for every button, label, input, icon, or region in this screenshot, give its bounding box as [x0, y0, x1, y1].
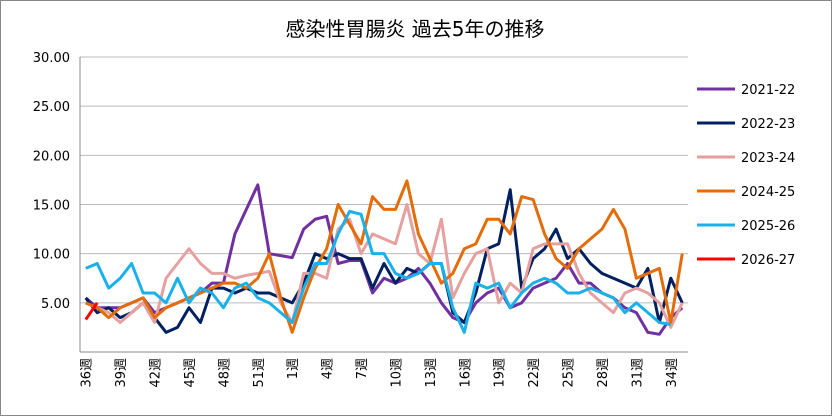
x-tick-label: 45週	[183, 358, 198, 388]
x-tick-label: 51週	[252, 358, 267, 388]
x-tick-label: 22週	[527, 358, 542, 388]
x-tick-label: 36週	[80, 358, 95, 388]
legend-label: 2025-26	[741, 219, 795, 234]
legend-label: 2021-22	[741, 83, 795, 98]
legend-label: 2026-27	[741, 253, 795, 268]
series-line	[85, 209, 672, 334]
chart-title: 感染性胃腸炎 過去5年の推移	[285, 17, 544, 41]
legend-label: 2024-25	[741, 185, 795, 200]
y-tick-label: 15.00	[33, 199, 70, 214]
y-tick-label: 25.00	[33, 100, 70, 115]
legend-label: 2022-23	[741, 117, 795, 132]
x-tick-label: 28週	[596, 358, 611, 388]
y-tick-label: 30.00	[33, 51, 70, 66]
x-tick-label: 10週	[389, 358, 404, 388]
y-tick-label: 20.00	[33, 149, 70, 164]
x-tick-label: 1週	[286, 358, 301, 379]
x-tick-label: 7週	[355, 358, 370, 379]
x-tick-label: 39週	[114, 358, 129, 388]
x-tick-label: 48週	[217, 358, 232, 388]
x-tick-label: 13週	[424, 358, 439, 388]
x-tick-label: 4週	[321, 358, 336, 379]
series-line	[85, 179, 684, 334]
y-tick-label: 10.00	[33, 248, 70, 263]
x-tick-label: 16週	[458, 358, 473, 388]
series-line	[85, 203, 684, 329]
x-tick-label: 42週	[149, 358, 164, 388]
x-tick-label: 31週	[630, 358, 645, 388]
y-tick-label: 5.00	[41, 297, 70, 312]
series-line	[84, 188, 684, 334]
legend-label: 2023-24	[741, 151, 795, 166]
x-tick-label: 19週	[493, 358, 508, 388]
x-tick-label: 34週	[665, 358, 680, 388]
x-tick-label: 25週	[562, 358, 577, 388]
series-line	[84, 301, 99, 321]
